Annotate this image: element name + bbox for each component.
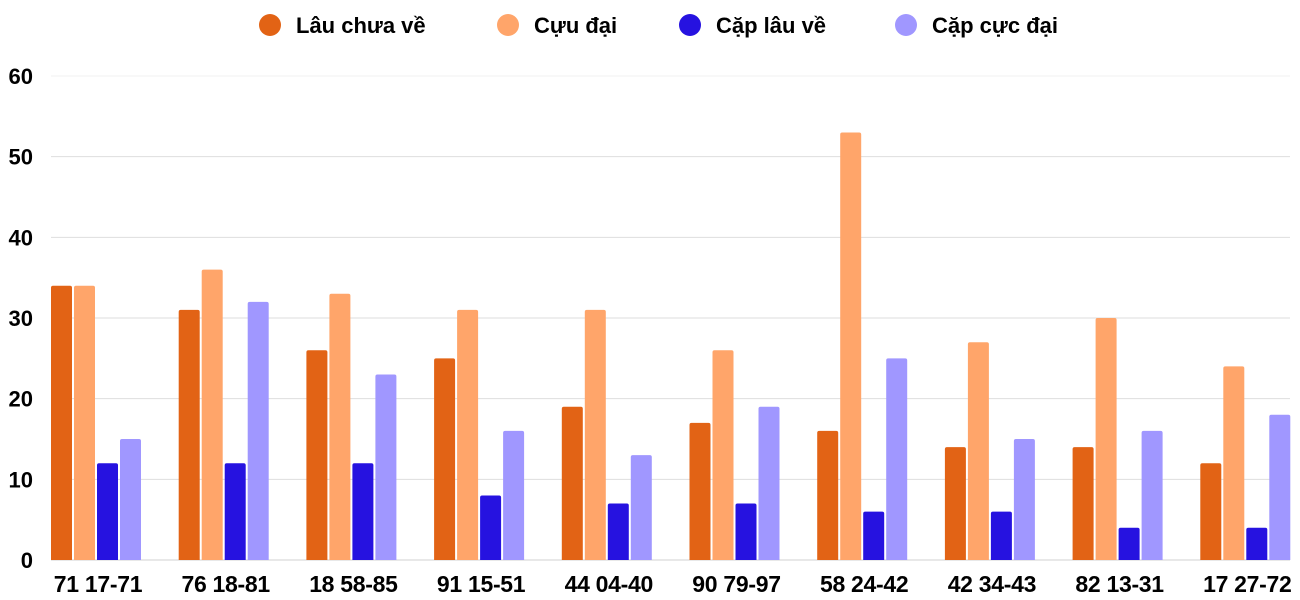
bar-9-2	[1246, 527, 1268, 560]
bar-6-2	[863, 511, 885, 560]
bar-4-0	[561, 406, 583, 560]
bar-9-0	[1200, 463, 1222, 560]
bar-3-2	[480, 495, 502, 560]
bar-7-2	[990, 511, 1012, 560]
bar-7-0	[944, 447, 966, 560]
x-tick-label: 44 04-40	[565, 571, 653, 597]
legend-label: Cặp cực đại	[932, 13, 1058, 38]
legend-marker	[259, 14, 281, 36]
bar-4-3	[630, 455, 652, 560]
y-tick-label: 40	[9, 225, 33, 250]
x-tick-label: 42 34-43	[948, 571, 1036, 597]
bar-3-0	[434, 358, 456, 560]
bar-4-2	[607, 503, 629, 560]
bar-9-1	[1223, 366, 1245, 560]
bar-5-2	[735, 503, 757, 560]
y-tick-label: 10	[9, 467, 33, 492]
bar-8-2	[1118, 527, 1140, 560]
legend-marker	[895, 14, 917, 36]
y-tick-label: 50	[9, 145, 33, 170]
bar-5-3	[758, 406, 780, 560]
bar-5-1	[712, 350, 734, 560]
bar-0-2	[97, 463, 118, 560]
x-tick-label: 18 58-85	[309, 571, 398, 597]
x-tick-label: 71 17-71	[54, 571, 143, 597]
bar-1-1	[201, 269, 223, 560]
bar-6-3	[886, 358, 908, 560]
bar-8-3	[1141, 430, 1163, 560]
bar-3-1	[457, 309, 479, 560]
legend-label: Cặp lâu về	[716, 13, 826, 38]
x-tick-label: 76 18-81	[181, 571, 270, 597]
bar-9-3	[1269, 414, 1291, 560]
y-tick-label: 30	[9, 306, 33, 331]
legend: Lâu chưa về Cựu đại Cặp lâu về Cặp cực đại	[259, 13, 1058, 38]
bar-0-1	[74, 285, 95, 560]
bar-0-0	[51, 285, 72, 560]
x-tick-label: 17 27-72	[1203, 571, 1291, 597]
bar-8-1	[1095, 318, 1117, 560]
bar-0-3	[120, 439, 141, 560]
bar-1-3	[247, 301, 269, 560]
y-tick-label: 0	[21, 548, 33, 573]
bar-7-1	[967, 342, 989, 560]
x-axis-labels: 71 17-71 76 18-81 18 58-85 91 15-51 44 04-40…	[54, 571, 1292, 597]
bar-2-0	[306, 350, 328, 560]
bar-1-2	[224, 463, 246, 560]
legend-marker	[679, 14, 701, 36]
legend-marker	[497, 14, 519, 36]
bar-3-3	[503, 430, 525, 560]
legend-label: Cựu đại	[534, 13, 617, 38]
bar-2-1	[329, 293, 351, 560]
x-tick-label: 58 24-42	[820, 571, 908, 597]
bar-5-0	[689, 422, 711, 560]
bar-6-1	[840, 132, 862, 560]
bars	[51, 132, 1291, 560]
x-tick-label: 82 13-31	[1075, 571, 1164, 597]
bar-7-3	[1013, 439, 1035, 560]
y-tick-label: 60	[9, 64, 33, 89]
bar-4-1	[584, 309, 606, 560]
bar-2-3	[375, 374, 397, 560]
x-tick-label: 91 15-51	[437, 571, 526, 597]
x-tick-label: 90 79-97	[692, 571, 780, 597]
y-tick-label: 20	[9, 387, 33, 412]
bar-2-2	[352, 463, 374, 560]
bar-1-0	[178, 309, 200, 560]
legend-label: Lâu chưa về	[296, 13, 426, 38]
bar-8-0	[1072, 447, 1094, 560]
bar-6-0	[817, 430, 839, 560]
y-axis-ticks: 0 10 20 30 40 50 60	[9, 64, 33, 573]
